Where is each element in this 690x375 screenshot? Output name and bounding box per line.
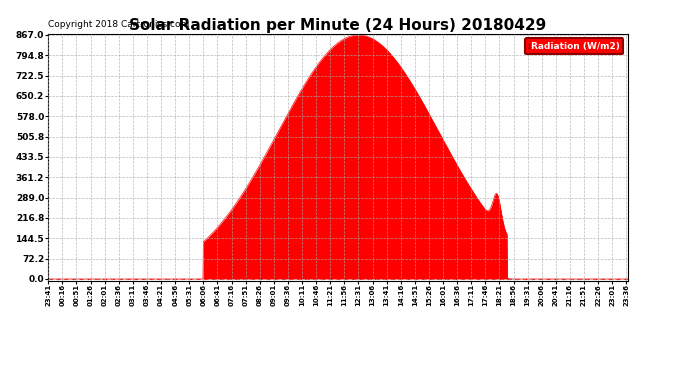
Text: Copyright 2018 Cartronics.com: Copyright 2018 Cartronics.com (48, 20, 190, 29)
Title: Solar Radiation per Minute (24 Hours) 20180429: Solar Radiation per Minute (24 Hours) 20… (130, 18, 546, 33)
Legend: Radiation (W/m2): Radiation (W/m2) (526, 38, 623, 54)
